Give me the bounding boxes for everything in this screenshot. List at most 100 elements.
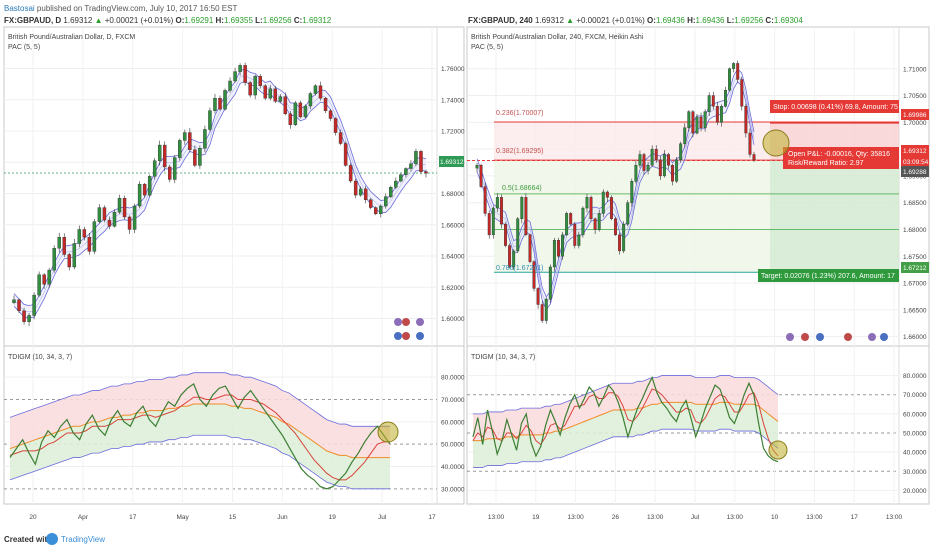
left-last-price: 1.69312 (63, 16, 93, 25)
candle-body (724, 89, 727, 107)
candle-body (57, 237, 61, 249)
osc-lower-band (9, 434, 390, 490)
candle-body (47, 269, 51, 285)
candle-body (162, 144, 167, 168)
candle-body (573, 223, 577, 246)
event-flag-icon[interactable] (402, 332, 410, 340)
author-link[interactable]: Bastosai (4, 4, 35, 13)
entry-price-tag-text: 1.69288 (903, 169, 927, 176)
candle-body (117, 198, 122, 213)
left-change-arrow: ▲ (94, 16, 103, 25)
left-time-axis[interactable]: 20 Apr 17 May 15 Jun 19 Jul 17 (29, 514, 436, 521)
candle-body (122, 198, 127, 218)
candle-body (238, 65, 242, 72)
event-flag-icon[interactable] (394, 332, 402, 340)
candle-body (479, 164, 483, 187)
osc-upper-zone (473, 375, 778, 441)
right-symbol[interactable]: FX:GBPAUD, 240 (468, 16, 533, 25)
left-candles (12, 62, 428, 327)
rr-ratio-label: Risk/Reward Ratio: 2.97 (788, 160, 864, 167)
left-price-axis[interactable]: 1.760001.740001.720001.700001.680001.660… (441, 66, 465, 493)
candle-body (675, 159, 679, 182)
candle-body (137, 183, 142, 207)
candle-body (223, 90, 227, 110)
candle-body (671, 164, 674, 182)
time-tick-label: 19 (532, 514, 540, 521)
right-price-axis[interactable]: 1.710001.705001.700001.695001.690001.685… (903, 66, 927, 495)
event-flag-icon[interactable] (868, 333, 876, 341)
candle-body (338, 132, 343, 144)
price-tick-label: 1.66000 (903, 334, 927, 341)
right-last-price: 1.69312 (535, 16, 564, 25)
candle-body (27, 315, 31, 322)
candle-body (198, 148, 202, 166)
candle-body (22, 310, 26, 322)
left-osc-highlight[interactable] (377, 421, 399, 443)
event-flag-icon[interactable] (880, 333, 888, 341)
candle-body (589, 197, 593, 219)
chart-canvas[interactable]: 1.76000 1.74000 1.72000 1.70000 1.68000 1.660… (0, 26, 932, 531)
event-flag-icon[interactable] (416, 332, 424, 340)
fib-label-0382: 0.382(1.69295) (496, 148, 543, 155)
candle-body (218, 97, 222, 110)
candle-body (183, 132, 187, 141)
fib-label-0236: 0.236(1.70007) (496, 110, 543, 117)
position-tool[interactable] (467, 121, 899, 273)
stop-label-box[interactable] (770, 100, 899, 113)
candle-body (52, 248, 56, 271)
left-event-markers[interactable] (394, 318, 424, 340)
candle-body (283, 96, 288, 115)
event-flag-icon[interactable] (801, 333, 809, 341)
pnl-label-box[interactable] (783, 147, 899, 169)
candle-body (609, 197, 613, 219)
current-price-tag-text: 1.69312 (903, 148, 927, 155)
time-tick-label: 26 (612, 514, 620, 521)
tradingview-brand[interactable]: TradingView (61, 535, 106, 544)
entry-price-tag (901, 166, 929, 177)
osc-upper-zone (10, 372, 390, 458)
event-flag-icon[interactable] (786, 333, 794, 341)
candle-body (691, 111, 695, 134)
candle-body (152, 160, 157, 177)
candle-body (343, 143, 348, 166)
target-label-box[interactable] (758, 269, 899, 282)
candle-body (253, 76, 257, 96)
right-event-markers[interactable] (786, 333, 888, 341)
candle-body (638, 154, 642, 166)
candle-body (374, 207, 378, 215)
left-last-price-tag-text: 1.69312 (440, 159, 464, 166)
candle-body (483, 186, 487, 214)
candle-body (168, 166, 172, 180)
price-tick-label: 1.67000 (903, 281, 927, 288)
candle-body (353, 180, 358, 196)
candle-body (173, 157, 177, 180)
candle-body (666, 154, 670, 166)
candle-body (293, 102, 298, 125)
time-tick-label: 19 (329, 514, 337, 521)
left-symbol[interactable]: FX:GBPAUD, D (4, 16, 62, 25)
event-flag-icon[interactable] (844, 333, 852, 341)
candle-body (585, 197, 589, 209)
time-tick-label: Jul (378, 514, 387, 521)
candle-body (42, 274, 46, 285)
pac-mid-line (13, 74, 427, 313)
candle-body (17, 299, 21, 311)
countdown-tag (901, 156, 929, 166)
candle-body (318, 85, 323, 99)
right-price-highlight[interactable] (762, 129, 790, 157)
osc-price-line (9, 382, 391, 490)
candle-body (719, 106, 723, 123)
price-tick-label: 1.70500 (903, 93, 927, 100)
event-flag-icon[interactable] (816, 333, 824, 341)
osc-midline (473, 401, 779, 442)
event-flag-icon[interactable] (402, 318, 410, 326)
candle-body (658, 159, 662, 177)
event-flag-icon[interactable] (394, 318, 402, 326)
right-time-axis[interactable]: 13:00 19 13:00 26 13:00 Jul 13:00 10 13:00 17 13:0… (488, 514, 903, 521)
time-tick-label: 17 (428, 514, 436, 521)
candle-body (491, 207, 495, 236)
right-osc-highlight[interactable] (768, 440, 788, 460)
price-tick-label: 1.64000 (441, 254, 465, 261)
page-header: Bastosai published on TradingView.com, J… (0, 0, 932, 27)
event-flag-icon[interactable] (416, 318, 424, 326)
